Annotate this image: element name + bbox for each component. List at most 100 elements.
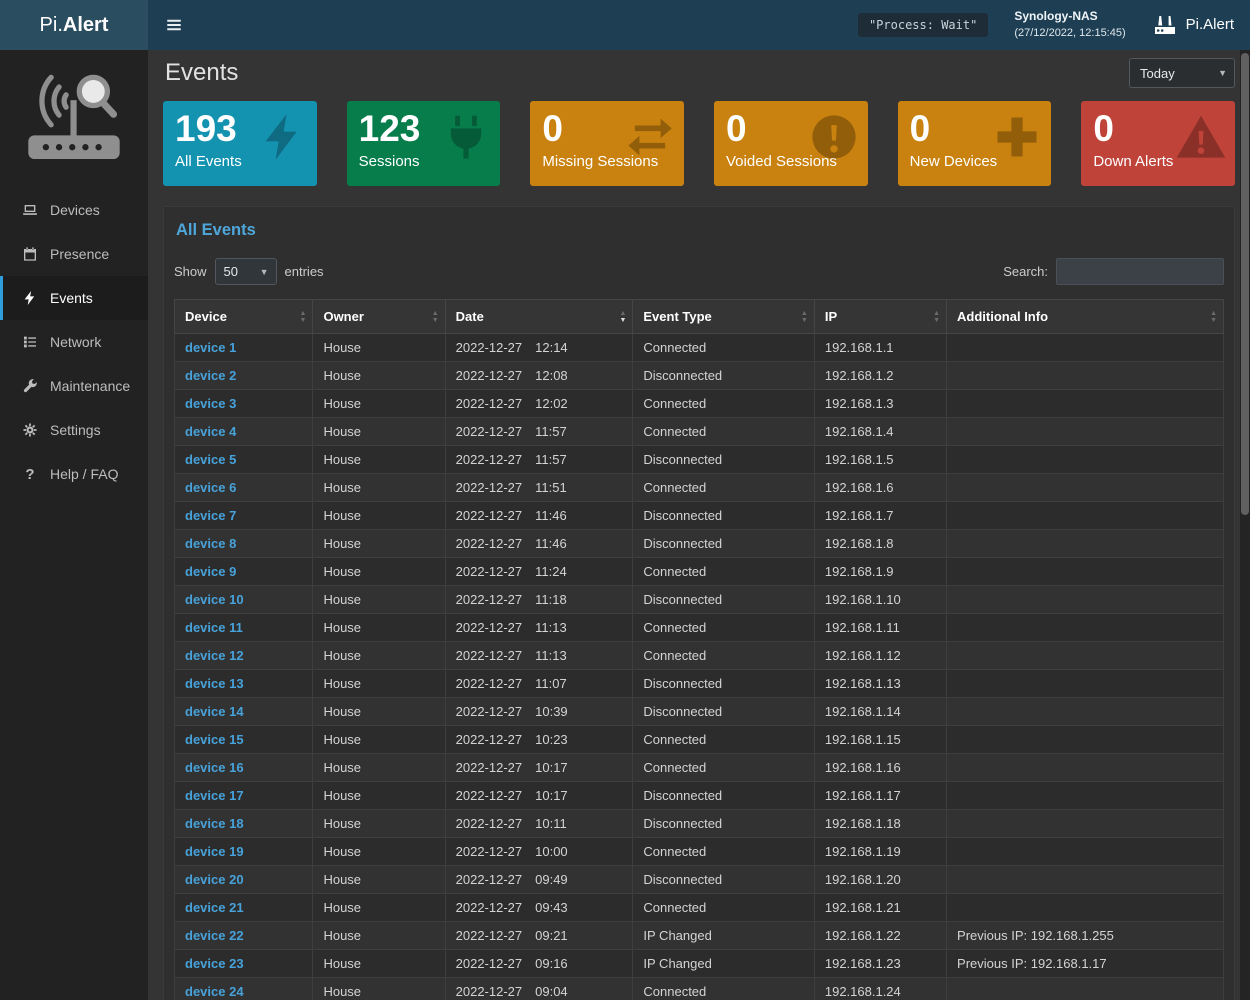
- table-search: Search:: [1003, 258, 1224, 285]
- column-header-owner[interactable]: Owner ▲ ▼: [312, 299, 446, 334]
- cell-ip: 192.168.1.16: [813, 753, 948, 782]
- sidebar-item-settings[interactable]: Settings: [0, 408, 148, 452]
- cell-ip: 192.168.1.6: [813, 473, 948, 502]
- device-link[interactable]: device 24: [185, 984, 244, 999]
- host-timestamp: (27/12/2022, 12:15:45): [1014, 26, 1126, 39]
- search-input[interactable]: [1056, 258, 1224, 285]
- column-label: IP: [824, 309, 838, 324]
- cell-date: 2022-12-27 10:00: [444, 837, 634, 866]
- event-time: 10:23: [535, 732, 568, 747]
- device-link[interactable]: device 10: [185, 592, 244, 607]
- device-link[interactable]: device 9: [185, 564, 237, 579]
- event-time: 12:14: [535, 340, 568, 355]
- cell-event-type: Connected: [632, 473, 815, 502]
- sidebar-item-maintenance[interactable]: Maintenance: [0, 364, 148, 408]
- scrollbar-thumb[interactable]: [1241, 53, 1249, 515]
- process-status-badge: "Process: Wait": [857, 12, 989, 37]
- cell-device: device 21: [173, 893, 314, 922]
- stat-label: Missing Sessions: [542, 152, 659, 170]
- cell-owner: House: [312, 753, 446, 782]
- event-date: 2022-12-27: [455, 592, 523, 607]
- device-link[interactable]: device 15: [185, 732, 244, 747]
- table-row: device 22 House 2022-12-27 09:21 IP Changed 1…: [173, 921, 1224, 950]
- stat-card-missing-sessions[interactable]: 0 Missing Sessions: [530, 101, 684, 186]
- event-time: 11:51: [535, 480, 567, 495]
- cell-ip: 192.168.1.19: [813, 837, 948, 866]
- cell-owner: House: [312, 893, 446, 922]
- sidebar-item-help-faq[interactable]: ? Help / FAQ: [0, 452, 148, 496]
- cell-ip: 192.168.1.20: [813, 865, 948, 894]
- sidebar-item-label: Help / FAQ: [50, 466, 119, 482]
- table-row: device 11 House 2022-12-27 11:13 Connected 19…: [173, 613, 1224, 642]
- cell-owner: House: [312, 921, 446, 950]
- menu-icon[interactable]: [148, 16, 200, 34]
- column-header-date[interactable]: Date ▲ ▼: [444, 299, 634, 334]
- cell-device: device 6: [173, 473, 314, 502]
- cell-ip: 192.168.1.23: [813, 949, 948, 978]
- sidebar-item-events[interactable]: Events: [0, 276, 148, 320]
- device-link[interactable]: device 12: [185, 648, 244, 663]
- device-link[interactable]: device 8: [185, 536, 237, 551]
- exclamation-circle-icon: [808, 111, 860, 163]
- device-link[interactable]: device 3: [185, 396, 237, 411]
- device-link[interactable]: device 23: [185, 956, 244, 971]
- column-header-additional-info[interactable]: Additional Info ▲ ▼: [946, 299, 1224, 334]
- device-link[interactable]: device 22: [185, 928, 244, 943]
- device-link[interactable]: device 5: [185, 452, 237, 467]
- cell-device: device 14: [173, 697, 314, 726]
- page-title: Events: [165, 59, 239, 86]
- cell-additional-info: [946, 557, 1224, 586]
- event-time: 09:49: [535, 872, 568, 887]
- device-link[interactable]: device 7: [185, 508, 237, 523]
- stat-card-all-events[interactable]: 193 All Events: [163, 101, 317, 186]
- stat-card-sessions[interactable]: 123 Sessions: [346, 101, 501, 186]
- device-link[interactable]: device 19: [185, 844, 244, 859]
- device-link[interactable]: device 2: [185, 368, 237, 383]
- cell-additional-info: [946, 613, 1224, 642]
- event-time: 11:13: [535, 620, 567, 635]
- table-title: All Events: [176, 221, 256, 239]
- stat-card-voided-sessions[interactable]: 0 Voided Sessions: [714, 101, 868, 186]
- sidebar-item-label: Devices: [50, 202, 100, 218]
- page-length-select[interactable]: 50: [214, 258, 277, 285]
- device-link[interactable]: device 14: [185, 704, 244, 719]
- column-header-device[interactable]: Device ▲ ▼: [173, 299, 314, 334]
- cell-event-type: Disconnected: [632, 501, 815, 530]
- column-header-ip[interactable]: IP ▲ ▼: [813, 299, 948, 334]
- device-link[interactable]: device 16: [185, 760, 244, 775]
- column-header-event-type[interactable]: Event Type ▲ ▼: [632, 299, 815, 334]
- cell-additional-info: [946, 641, 1224, 670]
- cell-event-type: Connected: [632, 893, 815, 922]
- device-link[interactable]: device 1: [185, 340, 237, 355]
- stat-card-new-devices[interactable]: 0 New Devices: [897, 101, 1052, 186]
- device-link[interactable]: device 13: [185, 676, 244, 691]
- cell-owner: House: [312, 949, 446, 978]
- cell-event-type: IP Changed: [632, 921, 815, 950]
- cell-event-type: Connected: [632, 753, 815, 782]
- scrollbar[interactable]: [1240, 50, 1250, 1000]
- sidebar-item-presence[interactable]: Presence: [0, 232, 148, 276]
- app-logo[interactable]: Pi. Alert: [0, 0, 148, 50]
- device-link[interactable]: device 11: [185, 620, 243, 635]
- stat-card-down-alerts[interactable]: 0 Down Alerts: [1081, 101, 1235, 186]
- main-content: Events Today ▼ 193 All Events 123 Sessions 0…: [148, 50, 1250, 1000]
- device-link[interactable]: device 6: [185, 480, 237, 495]
- cell-ip: 192.168.1.1: [813, 333, 948, 362]
- cell-additional-info: Previous IP: 192.168.1.17: [946, 949, 1224, 978]
- cell-owner: House: [312, 445, 446, 474]
- period-select[interactable]: Today: [1129, 58, 1235, 88]
- event-date: 2022-12-27: [455, 900, 523, 915]
- device-link[interactable]: device 4: [185, 424, 237, 439]
- sidebar-item-devices[interactable]: Devices: [0, 188, 148, 232]
- entries-label: entries: [284, 264, 324, 279]
- device-link[interactable]: device 20: [185, 872, 244, 887]
- table-row: device 16 House 2022-12-27 10:17 Connected 19…: [173, 753, 1224, 782]
- cell-event-type: Disconnected: [632, 809, 815, 838]
- cell-owner: House: [312, 977, 446, 1000]
- device-link[interactable]: device 18: [185, 816, 244, 831]
- device-link[interactable]: device 17: [185, 788, 244, 803]
- sidebar-item-network[interactable]: Network: [0, 320, 148, 364]
- cell-owner: House: [312, 417, 446, 446]
- table-row: device 19 House 2022-12-27 10:00 Connected 19…: [173, 837, 1224, 866]
- device-link[interactable]: device 21: [185, 900, 244, 915]
